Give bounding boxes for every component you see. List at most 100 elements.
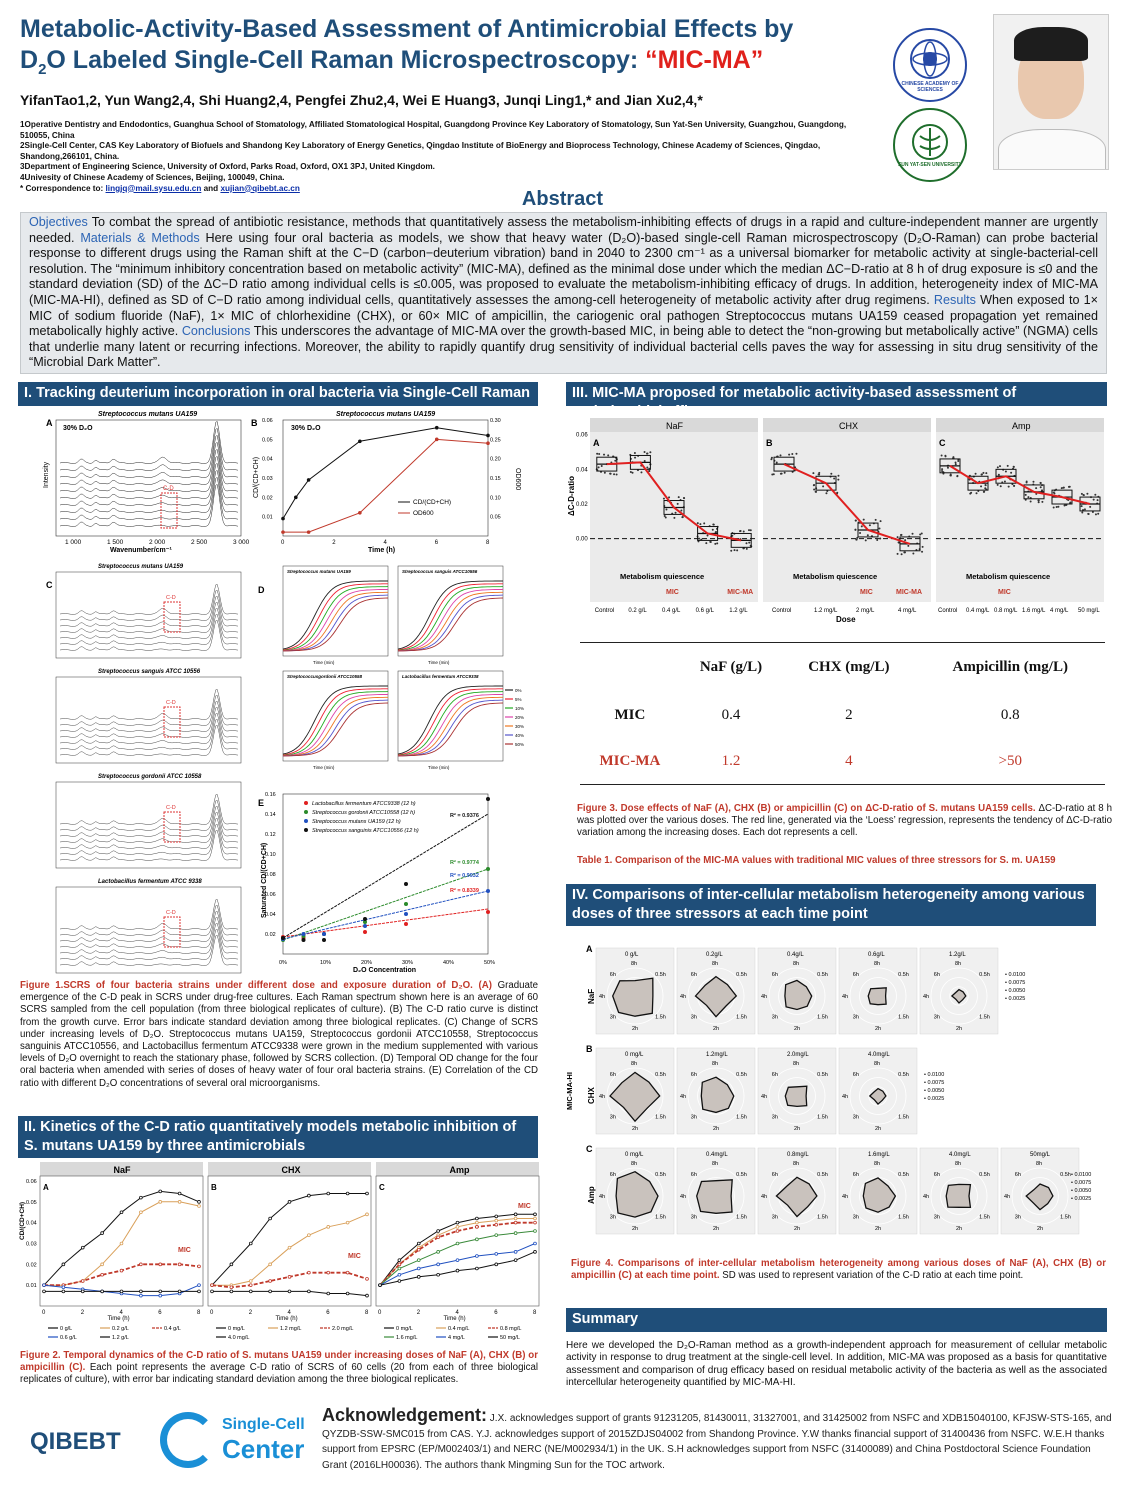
cell-dot	[703, 522, 706, 525]
dose-label: 4 mg/L	[898, 608, 917, 614]
tick-label: 0.05	[26, 1200, 37, 1206]
scale-label: • 0.0100	[924, 1072, 944, 1078]
time-label: 3h	[934, 1214, 940, 1220]
legend-label: 5%	[515, 697, 522, 702]
cell-dot	[1029, 500, 1032, 503]
time-label: 0.5h	[898, 972, 909, 978]
time-label: 1.5h	[736, 1214, 747, 1220]
tick-label: 4	[288, 1310, 292, 1316]
cell-dot	[996, 483, 999, 486]
cell-dot	[1065, 504, 1068, 507]
radar-shape	[784, 1085, 808, 1108]
time-label: 6h	[772, 1072, 778, 1078]
cell-dot	[868, 524, 871, 527]
tick-label: 0.04	[265, 912, 276, 918]
tick-label: 2	[332, 540, 336, 546]
cell-dot	[643, 451, 646, 454]
series-point	[513, 1250, 518, 1254]
acknowledgement: Acknowledgement: J.X. acknowledges suppo…	[322, 1406, 1112, 1473]
cell-dot	[949, 474, 952, 477]
fig1a-xlabel: Wavenumber/cm⁻¹	[110, 547, 172, 554]
cell-dot	[770, 458, 773, 461]
cell-dot	[677, 496, 680, 499]
time-label: 8h	[712, 1061, 718, 1067]
strip	[590, 418, 758, 432]
scale-label: • 0.0050	[1005, 988, 1025, 994]
tick-label: 40%	[443, 960, 454, 966]
row-letter: B	[586, 1044, 593, 1054]
series-point	[61, 1262, 66, 1267]
legend-label: 1.2 mg/L	[280, 1326, 301, 1332]
series-point	[365, 1212, 369, 1217]
time-label: 4h	[1004, 1194, 1010, 1200]
email-link-1[interactable]: lingjq@mail.sysu.edu.cn	[105, 183, 202, 193]
dose-label: 0.4 g/L	[662, 608, 681, 614]
table-cell: 4	[845, 752, 853, 769]
dose-label: 4 mg/L	[1050, 608, 1069, 614]
fig1d-frame	[397, 565, 504, 657]
fig1b-title: Streptococcus mutans UA159	[336, 411, 435, 418]
time-label: 0.5h	[979, 972, 990, 978]
cell-dot	[1057, 505, 1060, 508]
data-point	[404, 902, 408, 906]
legend-label: 50%	[515, 742, 524, 747]
tick-label: 30%	[402, 960, 413, 966]
cell-dot	[1087, 512, 1090, 515]
series-point	[378, 1283, 382, 1287]
affiliation-3: 3Department of Engineering Science, Univ…	[20, 162, 435, 172]
email-link-2[interactable]: xujian@qibebt.ac.cn	[220, 183, 300, 193]
cd-label: C-D	[166, 805, 176, 811]
time-label: 3h	[772, 1214, 778, 1220]
dose-label: 50mg/L	[1030, 1152, 1051, 1158]
fig1d-frame	[282, 670, 389, 762]
fig1b-ylabel: CD/(CD+CH)	[253, 457, 260, 498]
data-point	[301, 938, 306, 942]
table-header-0	[580, 643, 680, 693]
table-row: MIC 0.4 2 0.8	[580, 693, 1105, 739]
mic-label: MIC	[348, 1253, 361, 1260]
series-point	[455, 1229, 460, 1233]
fig1a-spectra	[59, 421, 239, 527]
fig1c-frame	[55, 571, 242, 659]
cell-dot	[921, 545, 924, 548]
series-point	[455, 1258, 460, 1262]
series-point	[210, 1283, 214, 1287]
series-point	[42, 1283, 46, 1287]
fig3-plots: NaF A Metabolism quiescence Control 0.2 g/L 0…	[576, 418, 1104, 614]
spectrum-line	[59, 477, 239, 520]
series-point	[197, 1204, 201, 1208]
fig1d-xlabel: Time (min)	[313, 660, 335, 665]
tick-label: 0.05	[262, 437, 273, 443]
cell-dot	[711, 528, 714, 531]
cell-dot	[896, 552, 899, 555]
cell-dot	[1004, 470, 1007, 473]
dose-label: 0.8 mg/L	[994, 608, 1018, 614]
mic-label: MIC	[178, 1247, 191, 1254]
dose-label: 4.0mg/L	[949, 1152, 971, 1158]
cell-dot	[736, 549, 739, 552]
radar-shape	[775, 1176, 818, 1218]
dose-label: 0 mg/L	[625, 1152, 644, 1158]
mic-label: MIC	[998, 589, 1011, 596]
fig1c-title: Streptococcus gordonii ATCC 10558	[98, 774, 202, 780]
time-label: 0.5h	[898, 1172, 909, 1178]
series-point	[139, 1289, 143, 1294]
cell-dot	[1068, 485, 1071, 488]
fig1a-cd-box	[160, 492, 178, 529]
panel-bg	[936, 432, 1104, 602]
time-label: 8h	[874, 1161, 880, 1167]
tick-label: 3 000	[233, 539, 250, 546]
trend-line	[282, 908, 489, 938]
series-point	[397, 1266, 402, 1271]
fig1d-panels: Streptococcus mutans UA159 Time (min) Stre…	[282, 565, 504, 770]
fig1-caption-lead: Figure 1.SCRS of four bacteria strains u…	[20, 980, 492, 991]
radar-shape	[696, 1179, 733, 1214]
radar-shape	[1025, 1183, 1054, 1211]
time-label: 2h	[632, 1226, 638, 1232]
series-point	[197, 1200, 201, 1204]
cell-dot	[733, 549, 736, 552]
spectrum-line	[59, 812, 239, 843]
time-label: 3h	[772, 1114, 778, 1120]
time-label: 4h	[923, 994, 929, 1000]
series-point	[177, 1191, 182, 1196]
